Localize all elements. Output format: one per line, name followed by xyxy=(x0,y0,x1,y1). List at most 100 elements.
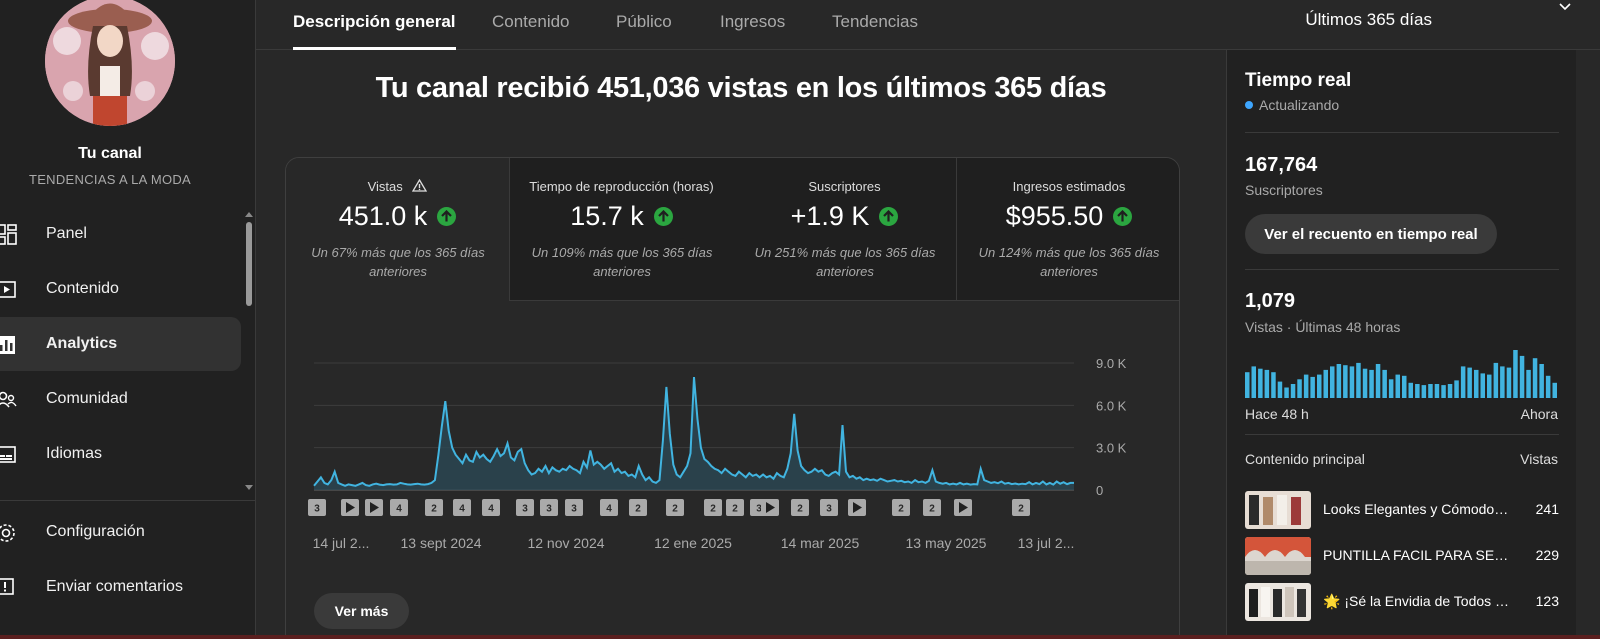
top-content-item[interactable]: Looks Elegantes y Cómodos para... 241 xyxy=(1245,491,1559,529)
hourly-bar xyxy=(1526,369,1531,398)
sidebar: Tu canal TENDENCIAS A LA MODA Panel Cont… xyxy=(0,0,256,639)
hourly-bar xyxy=(1317,374,1322,398)
realtime-count-button[interactable]: Ver el recuento en tiempo real xyxy=(1245,214,1497,254)
metric-value-row: +1.9 K xyxy=(733,201,956,232)
arrow-up-icon xyxy=(1113,207,1133,226)
metric-label: Vistas xyxy=(367,179,403,194)
video-marker-count: 3 xyxy=(516,499,534,516)
metric-value-row: $955.50 xyxy=(957,201,1179,232)
svg-text:2: 2 xyxy=(929,504,935,515)
subscribers-label: Suscriptores xyxy=(1245,182,1323,198)
metric-card-ingresos[interactable]: Ingresos estimados $955.50 Un 124% más q… xyxy=(957,158,1179,301)
tab-ingresos[interactable]: Ingresos xyxy=(720,12,786,31)
video-marker-count: 2 xyxy=(629,499,647,516)
metric-note: Un 109% más que los 365 días anteriores xyxy=(531,245,713,279)
metric-value: 15.7 k xyxy=(570,201,644,231)
svg-text:4: 4 xyxy=(459,504,465,515)
video-views: 123 xyxy=(1535,593,1559,609)
views-48h-label: Vistas · Últimas 48 horas xyxy=(1245,319,1401,335)
period-selector[interactable]: Últimos 365 días xyxy=(1305,10,1432,29)
scroll-down-arrow[interactable] xyxy=(245,485,253,490)
sidebar-item-contenido[interactable]: Contenido xyxy=(0,262,241,316)
divider xyxy=(1245,132,1559,133)
scroll-up-arrow[interactable] xyxy=(245,212,253,217)
hourly-bar xyxy=(1303,374,1309,398)
sidebar-item-enviar-comentarios[interactable]: Enviar comentarios xyxy=(0,560,241,614)
overview-card: Vistas 451.0 k Un 67% más que los 365 dí… xyxy=(285,157,1180,639)
x-tick-label: 14 jul 2... xyxy=(313,535,370,551)
page-headline: Tu canal recibió 451,036 vistas en los ú… xyxy=(375,72,1107,104)
svg-text:2: 2 xyxy=(732,504,738,515)
metric-value: +1.9 K xyxy=(790,201,870,231)
content-icon xyxy=(0,281,16,298)
sidebar-item-configuracion[interactable]: Configuración xyxy=(0,505,241,559)
views-area xyxy=(314,377,1074,490)
top-content-views-header: Vistas xyxy=(1520,451,1558,467)
video-marker-play xyxy=(848,499,866,516)
metric-card-suscriptores[interactable]: Suscriptores +1.9 K Un 251% más que los … xyxy=(733,158,957,301)
top-content-item[interactable]: PUNTILLA FACIL PARA SERVILLETAS 229 xyxy=(1245,537,1559,575)
video-marker-count: 3 xyxy=(308,499,326,516)
chevron-down-icon[interactable] xyxy=(1558,0,1572,14)
video-marker-count: 4 xyxy=(390,499,408,516)
y-tick-label: 6.0 K xyxy=(1096,398,1127,413)
video-marker-count: 4 xyxy=(600,499,618,516)
sidebar-item-label: Configuración xyxy=(46,523,145,540)
arrow-up-icon xyxy=(437,207,457,226)
metric-card-tiempo-reproduccion[interactable]: Tiempo de reproducción (horas) 15.7 k Un… xyxy=(510,158,734,301)
hourly-bar xyxy=(1251,366,1256,398)
video-marker-count: 2 xyxy=(425,499,443,516)
views-chart[interactable]: 0 3.0 K 6.0 K 9.0 K 3 4 2 4 4 3 3 3 4 2 2 2 2 3 2 3 2 2 2 14 … xyxy=(286,348,1179,568)
svg-text:4: 4 xyxy=(606,504,612,515)
video-thumbnail xyxy=(1245,537,1311,575)
metric-card-vistas[interactable]: Vistas 451.0 k Un 67% más que los 365 dí… xyxy=(286,158,510,301)
hourly-bar xyxy=(1467,367,1472,398)
metric-label: Ingresos estimados xyxy=(1012,179,1126,194)
video-marker-play xyxy=(341,499,359,516)
metric-value: $955.50 xyxy=(1005,201,1104,231)
warning-icon[interactable] xyxy=(412,178,428,192)
hourly-bar xyxy=(1264,369,1270,398)
channel-name: TENDENCIAS A LA MODA xyxy=(28,172,192,187)
arrow-up-icon xyxy=(879,207,899,226)
realtime-title: Tiempo real xyxy=(1245,70,1352,91)
hourly-bar xyxy=(1336,364,1342,398)
video-title: 🌟 ¡Sé la Envidia de Todos con... xyxy=(1323,593,1513,609)
svg-text:2: 2 xyxy=(431,504,437,515)
metric-label-row: Vistas xyxy=(286,178,509,194)
metric-value-row: 15.7 k xyxy=(510,201,733,232)
realtime-panel: Tiempo real Actualizando 167,764 Suscrip… xyxy=(1226,50,1576,639)
svg-text:3: 3 xyxy=(756,504,762,515)
tab-contenido[interactable]: Contenido xyxy=(492,12,570,31)
tab-tendencias[interactable]: Tendencias xyxy=(832,12,919,31)
sidebar-item-label: Comunidad xyxy=(46,390,128,407)
svg-text:4: 4 xyxy=(396,504,402,515)
sidebar-item-comunidad[interactable]: Comunidad xyxy=(0,372,241,426)
sidebar-item-panel[interactable]: Panel xyxy=(0,207,241,261)
feedback-icon xyxy=(0,578,14,595)
sidebar-item-analytics[interactable]: Analytics xyxy=(0,317,241,371)
top-content-item[interactable]: 🌟 ¡Sé la Envidia de Todos con... 123 xyxy=(1245,583,1559,621)
svg-text:2: 2 xyxy=(710,504,716,515)
video-marker-count: 2 xyxy=(892,499,910,516)
channel-avatar[interactable] xyxy=(45,0,175,126)
hourly-bar xyxy=(1382,369,1387,398)
x-axis-labels: 14 jul 2... 13 sept 2024 12 nov 2024 12 ene… xyxy=(313,535,1075,551)
y-tick-label: 9.0 K xyxy=(1096,356,1127,371)
tab-publico[interactable]: Público xyxy=(616,12,672,31)
x-tick-label: 14 mar 2025 xyxy=(781,535,860,551)
views-line xyxy=(313,377,1074,487)
hourly-bar xyxy=(1402,375,1407,398)
views-48h-chart[interactable] xyxy=(1245,350,1559,398)
ver-mas-button[interactable]: Ver más xyxy=(314,593,409,629)
video-marker-play xyxy=(761,499,779,516)
hourly-bar xyxy=(1513,350,1518,398)
sidebar-item-label: Idiomas xyxy=(46,445,103,462)
hourly-bar xyxy=(1487,374,1492,398)
svg-text:3: 3 xyxy=(314,504,320,515)
hourly-bar xyxy=(1545,375,1551,398)
tab-descripcion-general[interactable]: Descripción general xyxy=(293,12,456,50)
sidebar-scrollbar-thumb[interactable] xyxy=(246,222,252,306)
mini-chart-end-label: Ahora xyxy=(1520,406,1558,422)
sidebar-item-idiomas[interactable]: Idiomas xyxy=(0,427,241,481)
